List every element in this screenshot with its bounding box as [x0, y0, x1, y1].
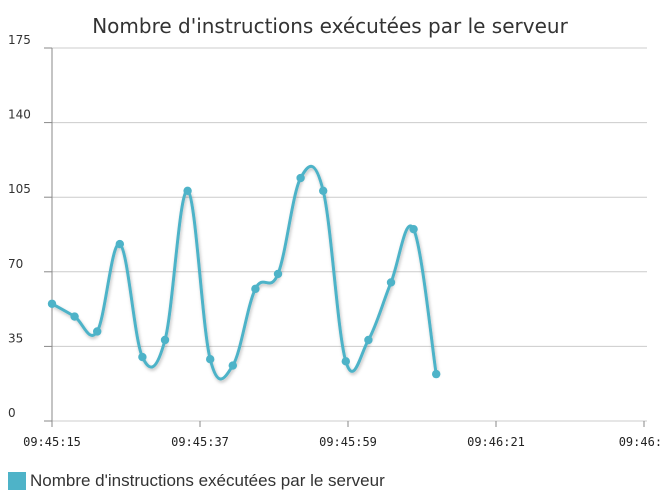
data-point[interactable] [93, 327, 102, 336]
legend[interactable]: Nombre d'instructions exécutées par le s… [8, 470, 385, 492]
y-tick-label: 35 [8, 331, 23, 345]
y-tick-label: 105 [8, 182, 31, 196]
data-point[interactable] [273, 269, 283, 279]
series-line [51, 164, 438, 381]
axes: 0 35 70 105 140 175 09:45:15 09:45:37 09:45:59 09… [8, 33, 661, 449]
x-tick-label: 09:45:15 [23, 435, 81, 449]
data-point[interactable] [70, 312, 79, 321]
data-point[interactable] [206, 354, 215, 364]
data-point[interactable] [183, 186, 192, 196]
y-tick-label: 175 [8, 33, 31, 47]
x-tick-label: 09:46:4 [619, 435, 661, 449]
data-point[interactable] [409, 224, 418, 234]
data-point[interactable] [432, 369, 441, 379]
y-tick-label: 140 [8, 108, 31, 122]
x-tick-label: 09:46:21 [467, 435, 525, 449]
data-point[interactable] [319, 186, 328, 196]
chart-title: Nombre d'instructions exécutées par le s… [92, 14, 568, 38]
data-point[interactable] [228, 361, 237, 370]
legend-swatch [8, 472, 26, 490]
gridlines [52, 47, 647, 422]
data-point[interactable] [364, 335, 373, 345]
x-tick-label: 09:45:37 [171, 435, 229, 449]
data-point[interactable] [341, 357, 350, 366]
data-point[interactable] [251, 284, 260, 294]
legend-label: Nombre d'instructions exécutées par le s… [30, 471, 385, 490]
y-tick-label: 70 [8, 257, 23, 271]
series-layer [47, 164, 441, 381]
data-point[interactable] [160, 335, 170, 345]
y-tick-label: 0 [8, 406, 16, 420]
data-point[interactable] [47, 299, 57, 308]
data-point[interactable] [386, 278, 396, 287]
data-point[interactable] [115, 239, 125, 249]
data-point[interactable] [296, 173, 305, 183]
x-tick-label: 09:45:59 [319, 435, 377, 449]
data-point[interactable] [138, 352, 147, 362]
